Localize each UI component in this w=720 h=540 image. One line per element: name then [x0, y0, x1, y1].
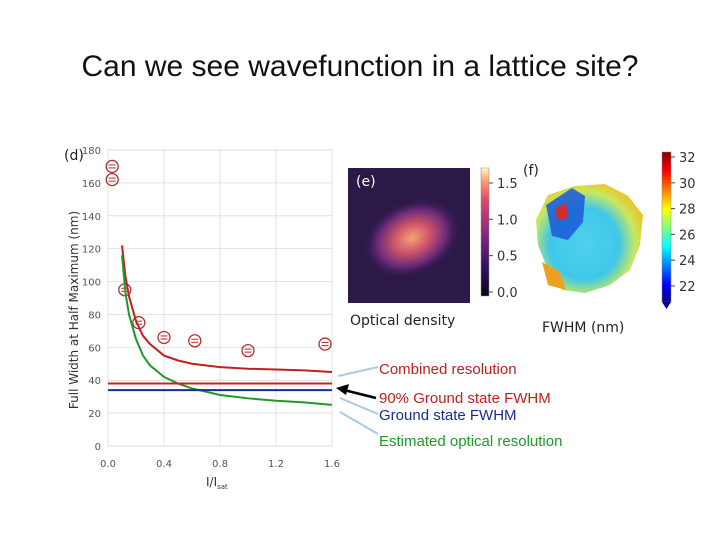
y-tick-label: 60 — [88, 343, 101, 354]
data-point — [188, 334, 202, 348]
colorbar-tick-label: 22 — [679, 280, 696, 295]
estimated-optical-resolution-line — [121, 255, 333, 406]
fwhm-map-panel: (f) 32 30 28 26 24 22 FWHM (nm) — [523, 151, 696, 336]
y-tick-label: 80 — [88, 310, 101, 321]
legend-ground-state: Ground state FWHM — [379, 407, 517, 424]
y-tick-label: 160 — [82, 179, 101, 190]
x-tick-label: 0.4 — [156, 459, 172, 470]
x-axis-label: I/Isat — [206, 475, 228, 491]
series-layer — [105, 159, 333, 406]
colorbar-tick-label: 0.5 — [497, 250, 518, 265]
x-tick-labels: 0.0 0.4 0.8 1.2 1.6 — [100, 459, 340, 470]
data-point — [105, 172, 119, 187]
y-tick-labels: 0 20 40 60 80 100 120 140 160 180 — [82, 146, 101, 453]
y-tick-label: 20 — [88, 409, 101, 420]
x-axis-label-sub: sat — [217, 483, 228, 491]
y-tick-label: 180 — [82, 146, 101, 157]
fwhm-hot-spot — [556, 203, 568, 220]
colorbar-tick-label: 1.0 — [497, 213, 518, 228]
panel-label-d: (d) — [64, 148, 84, 164]
fwhm-vs-intensity-chart: 0 20 40 60 80 100 120 140 160 180 0.0 0.4 0.8 1.2 1.6… — [64, 146, 340, 491]
fwhm-colorbar-ticks: 32 30 28 26 24 22 — [671, 151, 696, 295]
y-tick-label: 100 — [82, 278, 101, 289]
x-axis-label-main: I/I — [206, 475, 217, 489]
data-point — [241, 343, 255, 358]
y-axis-label: Full Width at Half Maximum (nm) — [67, 211, 81, 409]
colorbar-tick-label: 0.0 — [497, 286, 518, 301]
fwhm-colorbar — [661, 151, 672, 303]
legend-arrows — [336, 366, 379, 435]
legend-combined-resolution: Combined resolution — [379, 361, 517, 378]
x-tick-label: 1.6 — [324, 459, 340, 470]
od-colorbar-label: Optical density — [350, 313, 455, 329]
colorbar-tick-label: 26 — [679, 228, 696, 243]
colorbar-tick-label: 30 — [679, 177, 696, 192]
legend-optical-resolution: Estimated optical resolution — [379, 433, 563, 450]
fwhm-edge-region — [542, 262, 566, 290]
panel-label-e: (e) — [356, 174, 376, 190]
y-tick-label: 120 — [82, 245, 101, 256]
optical-density-image-panel: (e) 1.5 1.0 0.5 0.0 Optical density — [348, 167, 518, 329]
fwhm-colorbar-label: FWHM (nm) — [542, 320, 624, 336]
arrow-optical-resolution — [339, 411, 379, 435]
arrow-combined-resolution — [337, 366, 379, 377]
colorbar-tick-label: 32 — [679, 151, 696, 166]
colorbar-tick-label: 1.5 — [497, 177, 518, 192]
arrowhead-90-ground-state — [336, 384, 349, 395]
colorbar-extend-arrow — [662, 302, 671, 309]
x-tick-label: 1.2 — [268, 459, 284, 470]
od-colorbar-ticks: 1.5 1.0 0.5 0.0 — [489, 177, 518, 301]
panel-label-f: (f) — [523, 163, 539, 179]
y-tick-label: 140 — [82, 212, 101, 223]
arrow-ground-state — [339, 397, 379, 415]
legend-90-ground-state: 90% Ground state FWHM — [379, 390, 551, 407]
x-tick-label: 0.0 — [100, 459, 116, 470]
colorbar-tick-label: 24 — [679, 254, 696, 269]
od-colorbar — [480, 167, 490, 297]
data-point — [105, 159, 119, 174]
colorbar-tick-label: 28 — [679, 203, 696, 218]
slide-title: Can we see wavefunction in a lattice sit… — [81, 50, 639, 83]
x-tick-label: 0.8 — [212, 459, 228, 470]
data-point — [157, 330, 171, 345]
combined-resolution-line — [121, 245, 333, 373]
y-tick-label: 40 — [88, 376, 101, 387]
arrow-90-ground-state — [343, 388, 377, 400]
data-point — [318, 337, 332, 351]
atom-cloud — [362, 197, 462, 279]
gridlines — [107, 149, 333, 447]
y-tick-label: 0 — [95, 442, 101, 453]
